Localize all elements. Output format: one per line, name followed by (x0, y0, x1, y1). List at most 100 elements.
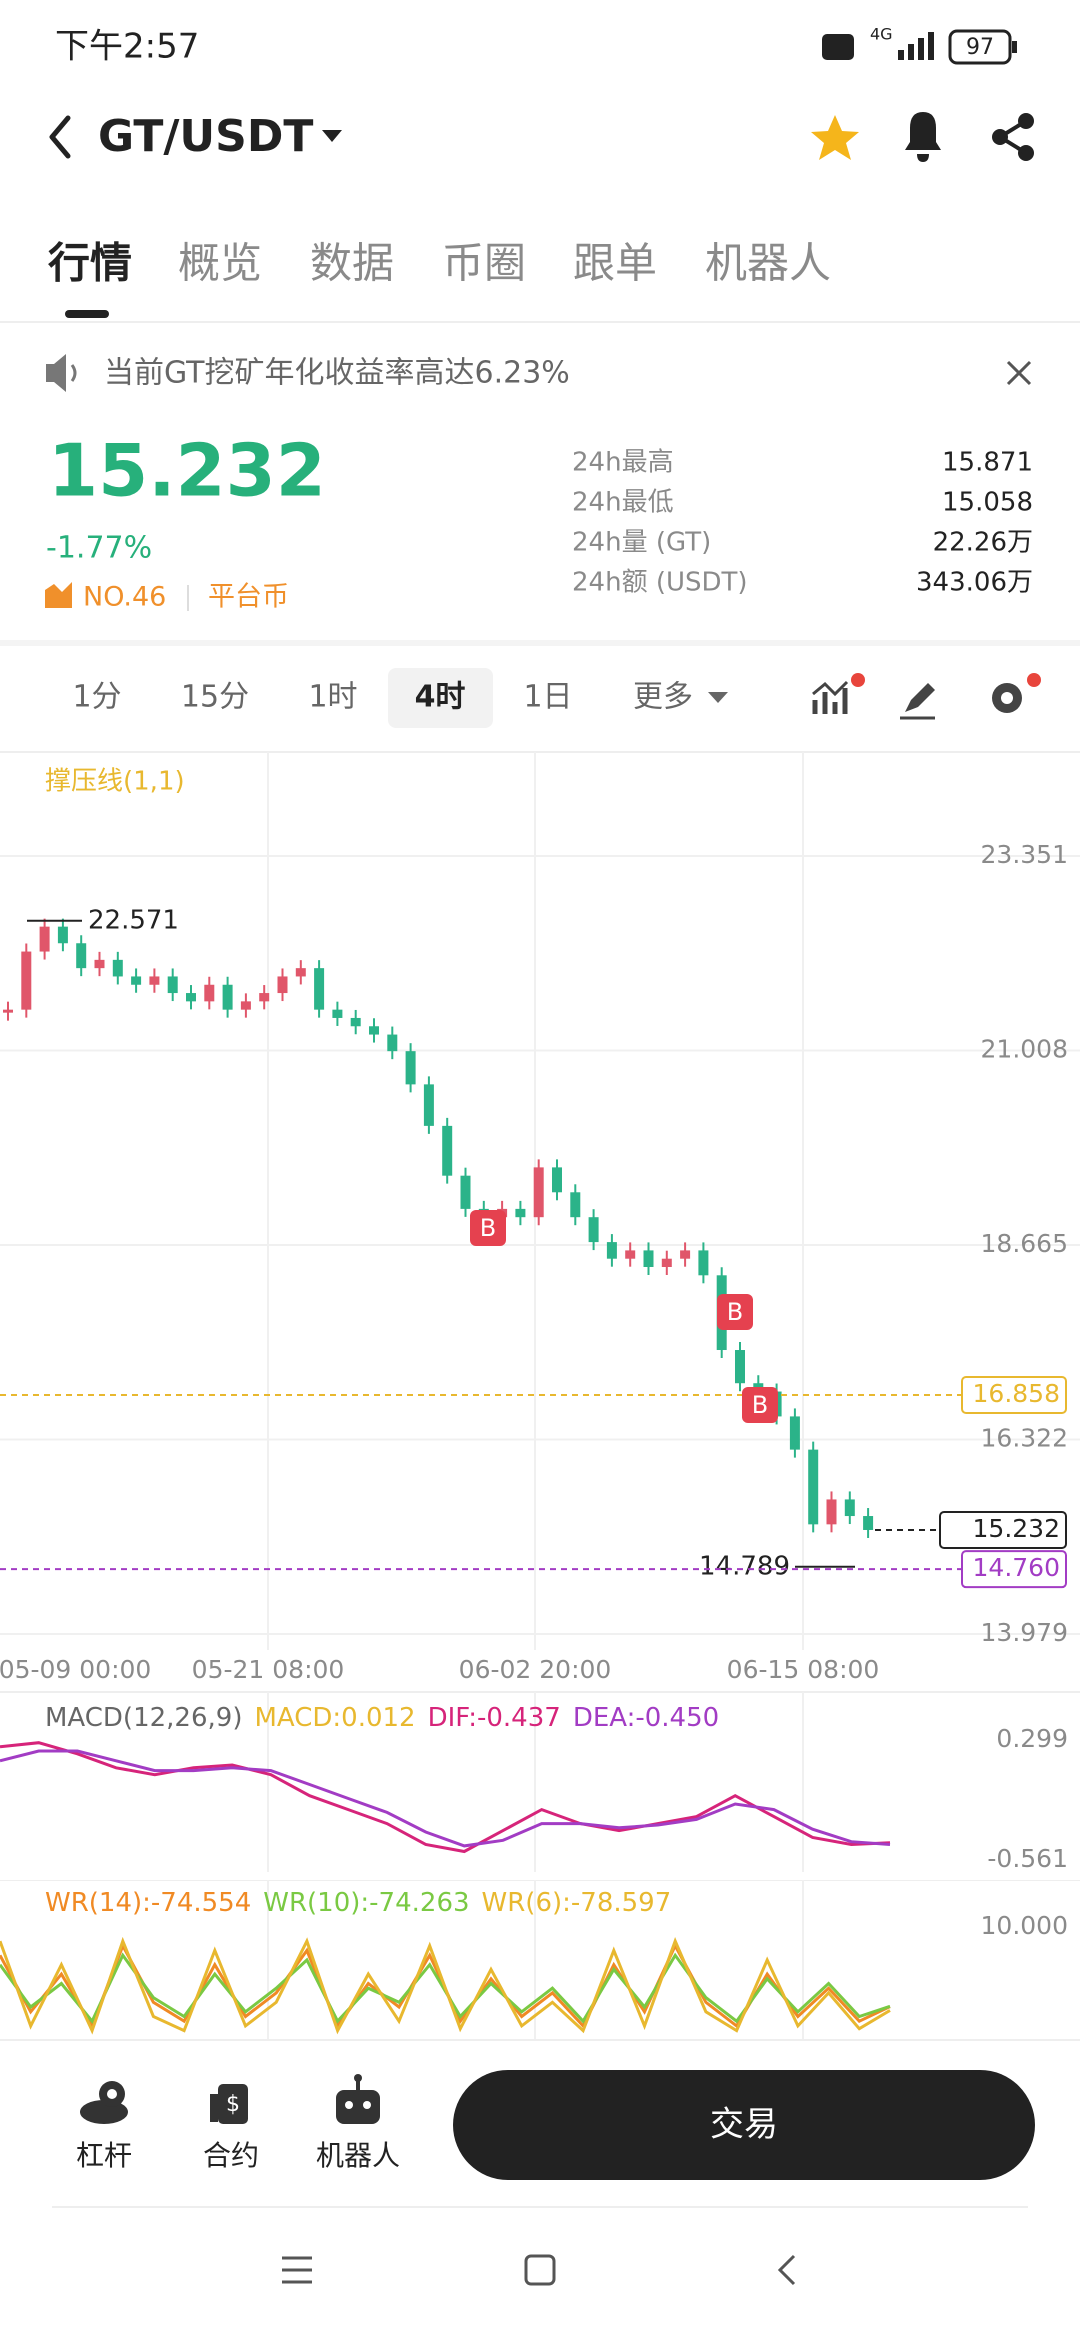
status-network: 4G (870, 25, 893, 44)
stat-value: 343.06万 (916, 568, 1033, 598)
favorite-star[interactable] (811, 115, 859, 160)
candle (460, 1175, 471, 1209)
robot-icon[interactable] (336, 2074, 380, 2124)
last-price: 15.232 (48, 429, 326, 513)
indicator-button[interactable] (812, 673, 865, 714)
trade-button[interactable] (453, 2070, 1035, 2180)
indicator-legend: WR(14):-74.554 WR(10):-74.263 WR(6):-78.59… (45, 1888, 671, 1918)
wr-chart: 10.000 WR(14):-74.554 WR(10):-74.263 WR(6):… (0, 1880, 1080, 2040)
speaker-wave (70, 364, 77, 382)
nav-back[interactable] (777, 2254, 796, 2286)
y-tick-label: 13.979 (981, 1618, 1068, 1647)
candle (350, 1017, 361, 1027)
nav-menu[interactable] (282, 2256, 312, 2284)
bottom-item-label[interactable]: 机器人 (316, 2139, 400, 2172)
stat-label: 24h最高 (572, 448, 674, 478)
tab[interactable]: 币圈 (442, 239, 526, 288)
buy-signal-label: B (480, 1214, 496, 1242)
candle (3, 1009, 13, 1013)
x-tick-label: 05-09 00:00 (0, 1655, 151, 1684)
tab-indicator (65, 310, 109, 318)
interval[interactable]: 4时 (415, 680, 466, 715)
back-button[interactable] (49, 115, 71, 159)
indicator-title: 撑压线(1,1) (45, 767, 185, 797)
candle (39, 926, 50, 952)
candle (515, 1208, 526, 1218)
price-line-label: 16.858 (973, 1379, 1060, 1408)
candle (863, 1516, 874, 1530)
indicator-legend: MACD(12,26,9) MACD:0.012 DIF:-0.437 DEA:-0.… (45, 1703, 719, 1733)
interval[interactable]: 1时 (308, 680, 357, 715)
candle (423, 1084, 434, 1126)
contract-icon[interactable]: $ (210, 2084, 248, 2124)
candle (149, 976, 160, 985)
bottom-item-label[interactable]: 杠杆 (76, 2139, 132, 2172)
candle (240, 1001, 251, 1010)
candle (808, 1449, 819, 1525)
rank: NO.46 (83, 582, 166, 613)
y-tick-label: 21.008 (981, 1035, 1068, 1064)
candle (442, 1125, 453, 1176)
candle (533, 1167, 544, 1218)
candle (112, 959, 123, 977)
bottom-items: 杠杆 合约 机器人 (76, 2139, 400, 2172)
nav-home[interactable] (524, 2254, 556, 2286)
interval[interactable]: 15分 (181, 680, 249, 715)
candle (295, 968, 306, 977)
stat-label: 24h最低 (572, 488, 674, 518)
stat-label: 24h额 (USDT) (572, 568, 748, 598)
candle (21, 951, 32, 1010)
buy-signal (470, 1210, 506, 1246)
legend-entry: DEA:-0.450 (573, 1703, 719, 1733)
legend-entry: WR(10):-74.263 (263, 1888, 469, 1918)
indicator-title: MACD(12,26,9) (45, 1703, 242, 1733)
y-tick-label: 0.299 (996, 1724, 1068, 1753)
candle (643, 1250, 654, 1267)
candle (789, 1416, 800, 1450)
notice-close[interactable] (1006, 360, 1032, 386)
alert-bell[interactable] (905, 112, 941, 162)
tab[interactable]: 机器人 (705, 239, 831, 288)
draw-button[interactable] (900, 683, 935, 720)
interval[interactable]: 1日 (523, 680, 572, 715)
main-chart: 13.979 16.322 18.665 21.008 23.351 撑压线(1,1) 05… (0, 752, 1080, 1684)
share-button[interactable] (992, 113, 1034, 161)
candle (332, 1009, 343, 1018)
leverage-icon[interactable] (80, 2081, 128, 2124)
tab[interactable]: 概览 (178, 239, 262, 288)
candle (606, 1242, 617, 1259)
rank-icon (45, 582, 72, 608)
candle (314, 968, 325, 1010)
tab[interactable]: 跟单 (573, 239, 657, 288)
interval[interactable]: 1分 (72, 680, 121, 715)
pair-title[interactable]: GT/USDT (98, 111, 313, 162)
y-tick-label: 18.665 (981, 1229, 1068, 1258)
buy-signal (717, 1294, 753, 1330)
indicator-readout: MACD:0.012 (254, 1703, 415, 1733)
candle (661, 1258, 672, 1267)
y-tick-label: -0.561 (987, 1844, 1068, 1873)
macd-chart: -0.561 0.299 MACD(12,26,9) MACD:0.012 DIF:-0… (0, 1691, 1080, 1873)
indicator-line (0, 1741, 891, 1854)
pair-dropdown[interactable] (322, 130, 342, 142)
battery-level: 97 (966, 35, 994, 60)
price-line-label: 14.760 (973, 1553, 1060, 1582)
notice-text[interactable]: 当前GT挖矿年化收益率高达6.23% (104, 356, 570, 391)
category[interactable]: 平台币 (208, 582, 289, 613)
candle (698, 1250, 709, 1276)
candle (94, 959, 105, 969)
price-box (961, 1376, 1067, 1415)
tab-bar: 行情 概览 数据 币圈 跟单 机器人 (48, 239, 831, 288)
bottom-item-label[interactable]: 合约 (203, 2139, 259, 2172)
tab[interactable]: 行情 (48, 239, 132, 288)
high-label: 22.571 (88, 905, 179, 935)
settings-button[interactable] (992, 673, 1041, 713)
tab[interactable]: 数据 (310, 239, 394, 288)
interval[interactable]: 更多 (633, 680, 693, 715)
more-dropdown[interactable] (708, 692, 728, 703)
trade-label[interactable]: 交易 (710, 2105, 778, 2145)
candle (277, 976, 288, 994)
x-tick-label: 06-02 20:00 (459, 1655, 612, 1684)
